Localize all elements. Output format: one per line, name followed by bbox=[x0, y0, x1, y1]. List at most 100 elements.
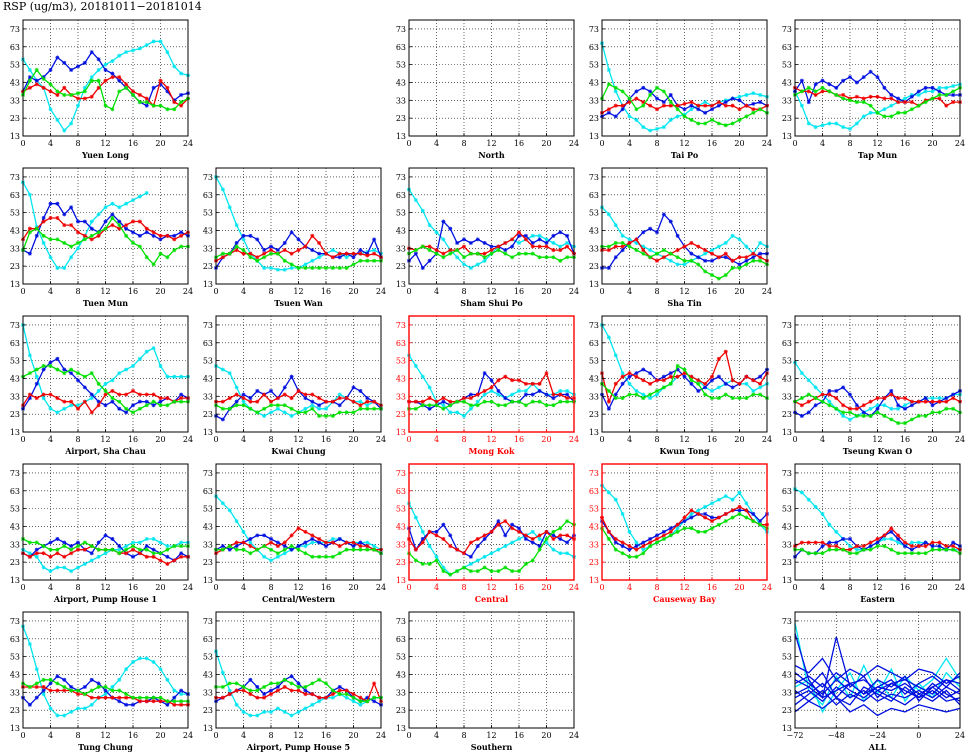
data-point bbox=[69, 121, 74, 126]
data-point bbox=[103, 205, 108, 210]
data-point bbox=[262, 533, 267, 538]
data-point bbox=[262, 251, 267, 256]
x-tick-label: 24 bbox=[376, 287, 386, 296]
data-point bbox=[606, 406, 611, 411]
x-tick-label: 4 bbox=[820, 583, 825, 592]
y-tick-label: 43 bbox=[10, 670, 20, 679]
data-point bbox=[544, 240, 549, 245]
data-point bbox=[124, 544, 129, 549]
data-point bbox=[737, 98, 742, 103]
data-point bbox=[324, 554, 328, 559]
y-tick-label: 43 bbox=[396, 670, 406, 679]
data-point bbox=[896, 421, 901, 426]
x-tick-label: 8 bbox=[268, 287, 273, 296]
data-point bbox=[868, 103, 873, 108]
data-point bbox=[896, 110, 901, 115]
data-point bbox=[703, 529, 708, 534]
data-point bbox=[523, 533, 528, 538]
data-point bbox=[475, 392, 480, 397]
data-point bbox=[655, 251, 659, 256]
data-point bbox=[737, 265, 742, 270]
data-point bbox=[131, 547, 135, 552]
data-point bbox=[641, 248, 646, 253]
data-point bbox=[710, 273, 714, 278]
data-point bbox=[269, 410, 273, 415]
data-point bbox=[558, 258, 563, 263]
data-point bbox=[34, 547, 39, 552]
data-point bbox=[530, 529, 535, 534]
data-point bbox=[482, 251, 487, 256]
data-point bbox=[62, 688, 67, 693]
data-point bbox=[124, 410, 129, 415]
data-point bbox=[620, 233, 625, 238]
data-point bbox=[337, 265, 342, 270]
data-point bbox=[117, 75, 122, 80]
data-point bbox=[434, 554, 439, 559]
y-tick-label: 13 bbox=[782, 724, 792, 733]
data-point bbox=[820, 551, 825, 556]
data-point bbox=[813, 92, 818, 97]
data-point bbox=[648, 103, 653, 108]
data-point bbox=[62, 128, 67, 133]
data-point bbox=[89, 677, 94, 682]
data-point bbox=[103, 692, 108, 697]
data-point bbox=[930, 544, 935, 549]
data-point bbox=[89, 219, 94, 224]
data-point bbox=[337, 536, 342, 541]
data-point bbox=[248, 692, 253, 697]
data-point bbox=[875, 110, 880, 115]
data-point bbox=[248, 540, 253, 545]
data-point bbox=[634, 117, 639, 122]
data-point bbox=[634, 89, 639, 94]
data-point bbox=[641, 244, 646, 249]
data-point bbox=[179, 688, 184, 693]
data-point bbox=[696, 103, 701, 108]
data-point bbox=[69, 205, 74, 210]
data-point bbox=[613, 353, 618, 358]
data-point bbox=[565, 540, 570, 545]
data-point bbox=[27, 371, 32, 376]
series-line bbox=[22, 324, 188, 414]
data-point bbox=[455, 547, 460, 552]
data-point bbox=[641, 85, 646, 90]
x-tick-label: 12 bbox=[100, 139, 110, 148]
data-point bbox=[716, 356, 721, 361]
data-point bbox=[723, 240, 728, 245]
data-point bbox=[124, 547, 129, 552]
data-point bbox=[551, 536, 556, 541]
data-point bbox=[89, 558, 94, 563]
data-point bbox=[248, 396, 253, 401]
data-point bbox=[137, 695, 142, 700]
data-point bbox=[620, 107, 625, 112]
data-point bbox=[55, 367, 60, 372]
data-point bbox=[744, 515, 749, 520]
data-point bbox=[137, 656, 142, 661]
data-point bbox=[668, 100, 673, 105]
data-point bbox=[89, 78, 94, 83]
data-point bbox=[710, 248, 714, 253]
x-tick-label: 4 bbox=[48, 139, 53, 148]
data-point bbox=[234, 702, 239, 707]
data-point bbox=[151, 262, 156, 267]
data-point bbox=[710, 501, 714, 506]
data-point bbox=[475, 251, 480, 256]
data-point bbox=[903, 110, 907, 115]
data-point bbox=[544, 244, 549, 249]
data-point bbox=[55, 410, 60, 415]
data-point bbox=[172, 695, 177, 700]
y-tick-label: 33 bbox=[10, 244, 20, 253]
x-tick-label: 24 bbox=[183, 139, 193, 148]
data-point bbox=[841, 96, 846, 101]
y-tick-label: 23 bbox=[782, 558, 792, 567]
data-point bbox=[55, 215, 60, 220]
x-tick-label: 24 bbox=[183, 435, 193, 444]
data-point bbox=[882, 544, 887, 549]
data-point bbox=[868, 544, 873, 549]
data-point bbox=[82, 684, 87, 689]
data-point bbox=[944, 544, 949, 549]
data-point bbox=[241, 684, 246, 689]
data-point bbox=[606, 335, 611, 340]
data-point bbox=[517, 526, 521, 531]
data-point bbox=[875, 536, 880, 541]
